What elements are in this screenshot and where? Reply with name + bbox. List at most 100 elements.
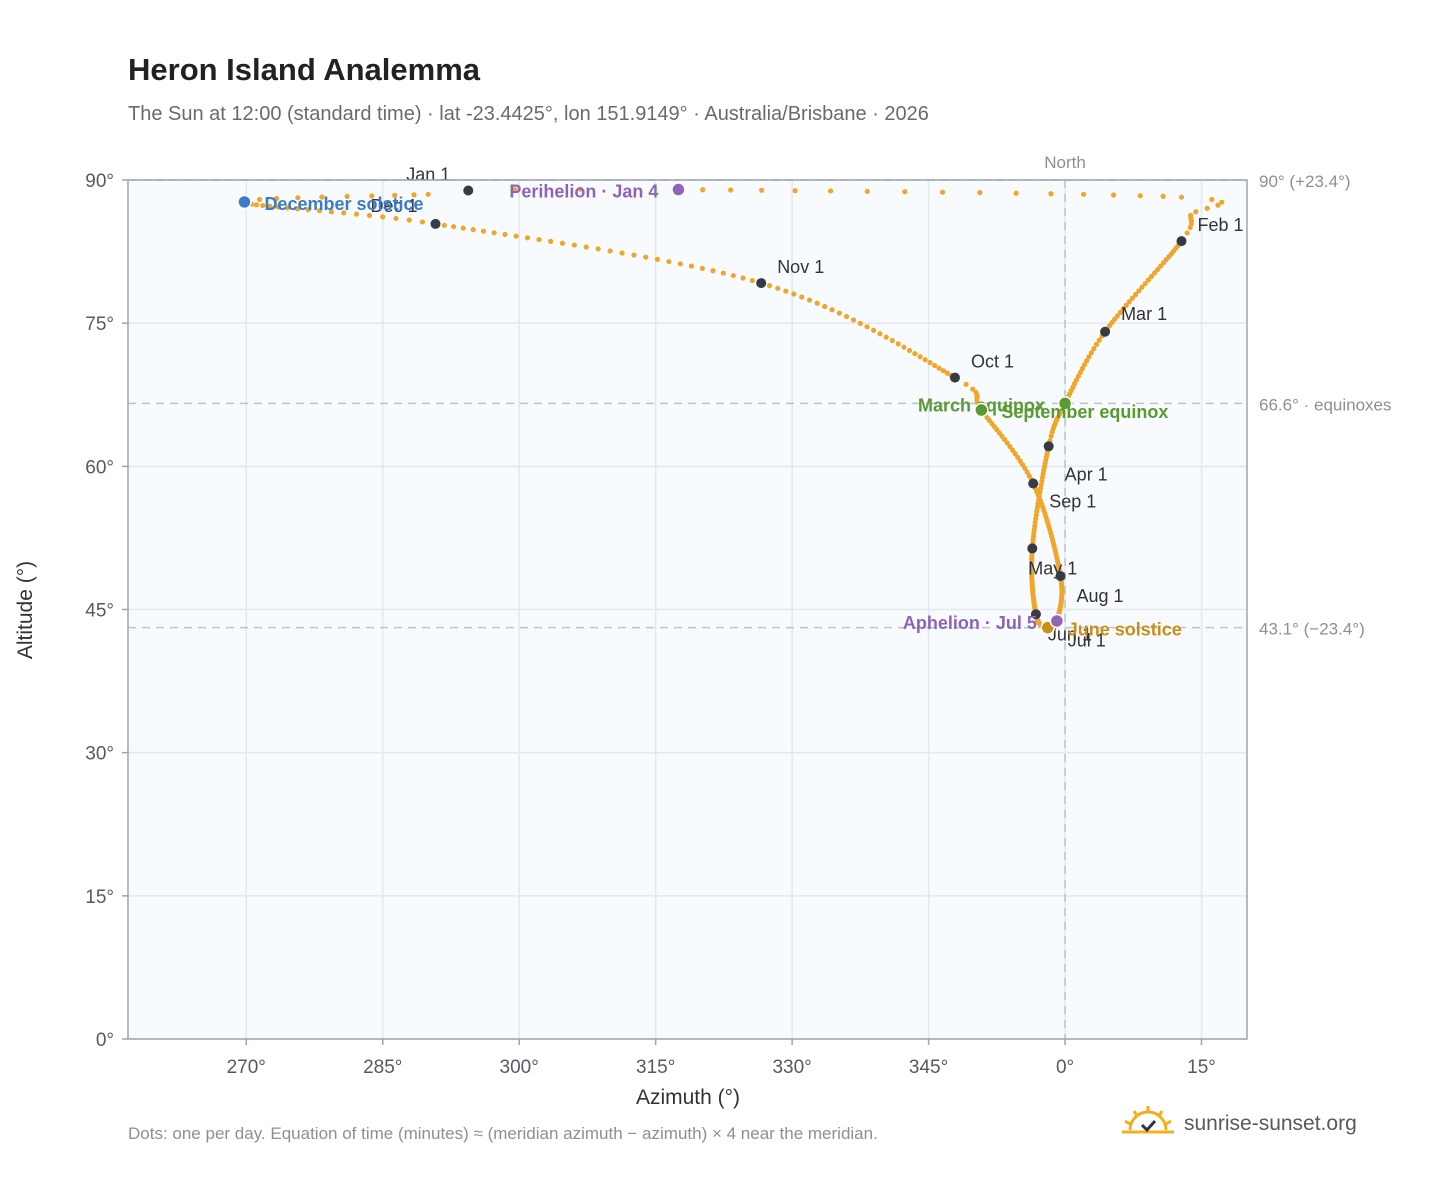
x-tick-label: 270° [227, 1057, 266, 1078]
daily-sun-dot [1026, 473, 1032, 479]
daily-sun-dot [392, 192, 398, 198]
daily-sun-dot [883, 334, 889, 340]
daily-sun-dot [901, 344, 907, 350]
month-marker-label: Oct 1 [971, 352, 1014, 372]
month-marker-label: Jan 1 [406, 164, 450, 184]
daily-sun-dot [1017, 458, 1023, 464]
daily-sun-dot [1024, 469, 1030, 475]
daily-sun-dot [806, 297, 813, 303]
daily-sun-dot [344, 193, 350, 200]
month-marker-label: Jul 1 [1068, 631, 1106, 651]
daily-sun-dot [513, 233, 519, 239]
daily-sun-dot [1137, 193, 1143, 199]
daily-sun-dot [260, 202, 266, 209]
daily-sun-dot [940, 368, 946, 374]
daily-sun-dot [889, 337, 895, 344]
month-marker-label: Apr 1 [1065, 464, 1108, 484]
daily-sun-dot [294, 206, 301, 212]
daily-sun-dot [502, 231, 508, 238]
month-marker-dot [1043, 441, 1054, 452]
month-marker-label: Feb 1 [1197, 215, 1243, 235]
daily-sun-dot [783, 288, 789, 294]
daily-sun-dot [1209, 196, 1215, 203]
daily-sun-dot [1019, 462, 1026, 468]
month-marker-dot [1055, 571, 1066, 582]
daily-sun-dot [799, 294, 805, 300]
daily-sun-dot [1155, 266, 1161, 273]
daily-sun-dot [319, 194, 325, 200]
daily-sun-dot [666, 258, 672, 265]
daily-sun-dot [1142, 280, 1148, 287]
month-marker-label: Nov 1 [777, 257, 824, 277]
brand[interactable]: sunrise-sunset.org [1120, 1102, 1357, 1146]
daily-sun-dot [728, 187, 734, 193]
daily-sun-dot [1013, 190, 1019, 196]
chart-title: Heron Island Analemma [128, 52, 481, 87]
daily-sun-dot [1158, 263, 1164, 269]
daily-sun-dot [1110, 192, 1117, 198]
daily-sun-dot [906, 347, 913, 354]
daily-sun-dot [1091, 345, 1097, 352]
daily-sun-dot [1086, 354, 1092, 360]
daily-sun-dot [1139, 284, 1145, 290]
footnote: Dots: one per day. Equation of time (min… [128, 1124, 878, 1143]
daily-sun-dot [902, 189, 908, 195]
daily-sun-dot [619, 250, 625, 256]
daily-sun-dot [631, 252, 637, 258]
daily-sun-dot [912, 351, 918, 357]
daily-sun-dot [870, 327, 877, 333]
x-tick-label: 345° [909, 1057, 948, 1078]
month-marker-dot [1027, 543, 1038, 554]
daily-sun-dot [1133, 291, 1139, 298]
event-marker-label: Perihelion · Jan 4 [509, 182, 658, 202]
y-tick-label: 15° [85, 887, 114, 908]
daily-sun-dot [857, 320, 863, 326]
daily-sun-dot [1178, 194, 1185, 200]
daily-sun-dot [877, 331, 883, 337]
daily-sun-dot [864, 188, 870, 194]
daily-sun-dot [470, 227, 476, 233]
x-tick-label: 0° [1056, 1057, 1074, 1078]
event-marker-dot [671, 182, 686, 197]
daily-sun-dot [827, 188, 834, 194]
daily-sun-dot [460, 225, 466, 231]
daily-sun-dot [1093, 341, 1100, 348]
event-marker-dot [1057, 396, 1073, 411]
daily-sun-dot [491, 230, 497, 236]
altitude-reference-label: 66.6° · equinoxes [1259, 395, 1392, 414]
brand-name: sunrise-sunset.org [1184, 1112, 1357, 1135]
month-marker-label: May 1 [1028, 558, 1077, 578]
daily-sun-dot [1084, 358, 1090, 364]
y-tick-label: 75° [85, 314, 114, 335]
daily-sun-dot [1117, 309, 1123, 316]
daily-sun-dot [536, 236, 542, 243]
daily-sun-dot [1152, 270, 1158, 276]
y-tick-label: 0° [96, 1030, 114, 1051]
daily-sun-dot [775, 285, 781, 291]
daily-sun-dot [1012, 451, 1018, 457]
event-marker-dot [974, 402, 989, 418]
daily-sun-dot [284, 205, 291, 211]
daily-sun-dot [792, 188, 798, 194]
daily-sun-dot [970, 386, 976, 392]
daily-sun-dot [595, 246, 601, 252]
daily-sun-dot [328, 209, 334, 215]
daily-sun-dot [1219, 199, 1225, 205]
daily-sun-dot [1015, 454, 1021, 460]
y-tick-label: 90° [85, 171, 114, 192]
daily-sun-dot [583, 244, 589, 250]
daily-sun-dot [939, 189, 946, 195]
daily-sun-dot [366, 212, 373, 219]
daily-sun-dot [380, 214, 386, 220]
daily-sun-dot [1123, 302, 1129, 308]
daily-sun-dot [316, 208, 323, 214]
daily-sun-dot [1148, 273, 1155, 280]
daily-sun-dot [1215, 202, 1221, 208]
daily-sun-dot [267, 203, 273, 209]
daily-sun-dot [836, 310, 842, 316]
daily-sun-dot [275, 204, 281, 210]
daily-sun-dot [1088, 350, 1094, 356]
month-marker-dot [1030, 609, 1041, 620]
daily-sun-dot [1096, 337, 1102, 343]
